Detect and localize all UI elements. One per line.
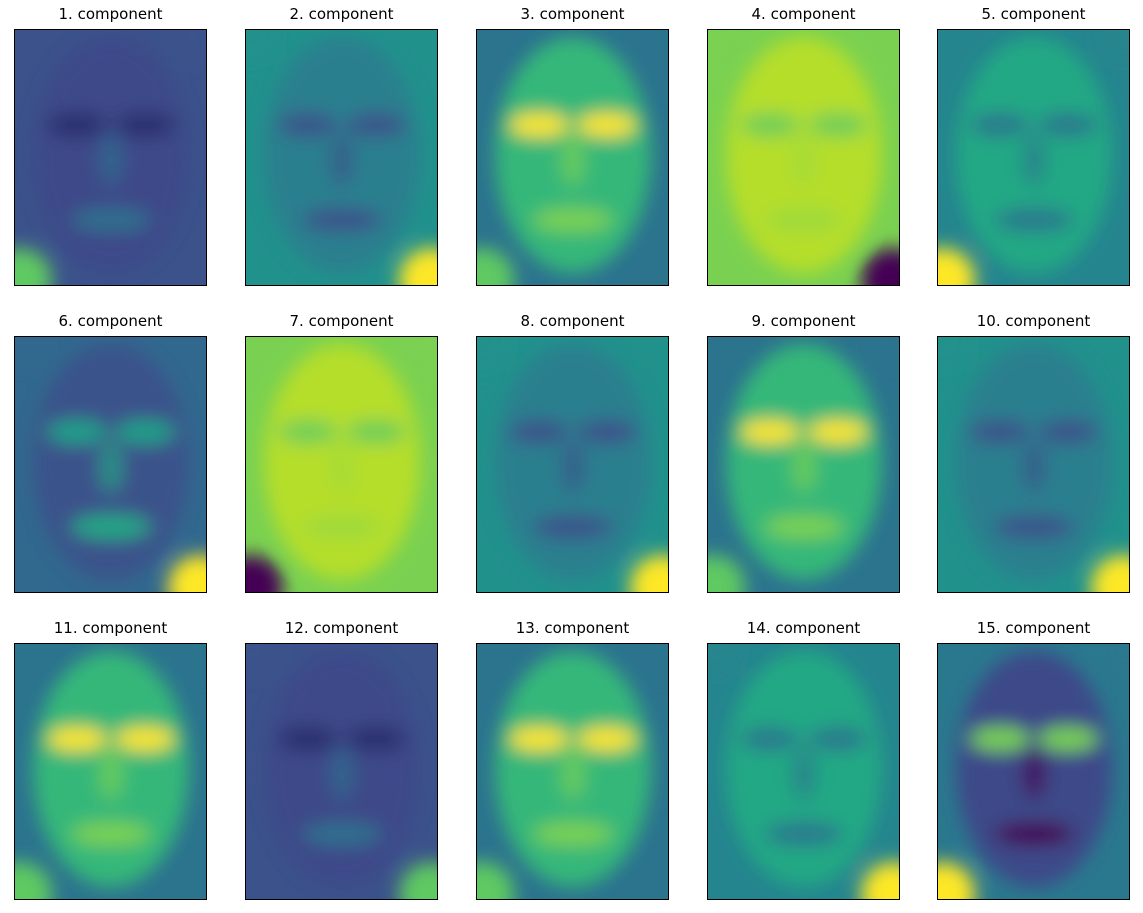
panel-title: 5. component: [981, 5, 1086, 23]
panel-title: 2. component: [289, 5, 394, 23]
component-panel: 4. component: [707, 5, 900, 286]
component-panel: 1. component: [14, 5, 207, 286]
component-image: [937, 336, 1130, 593]
component-panel: 5. component: [937, 5, 1130, 286]
panel-title: 11. component: [53, 619, 168, 637]
component-image: [14, 29, 207, 286]
component-image: [707, 29, 900, 286]
panel-title: 6. component: [58, 312, 163, 330]
component-image: [245, 336, 438, 593]
component-panel: 10. component: [937, 312, 1130, 593]
panel-title: 15. component: [976, 619, 1091, 637]
component-panel: 9. component: [707, 312, 900, 593]
component-panel: 2. component: [245, 5, 438, 286]
component-image: [14, 643, 207, 900]
panel-title: 4. component: [751, 5, 856, 23]
panel-title: 7. component: [289, 312, 394, 330]
component-panel: 3. component: [476, 5, 669, 286]
component-image: [476, 643, 669, 900]
component-panel: 7. component: [245, 312, 438, 593]
panel-title: 10. component: [976, 312, 1091, 330]
component-panel: 11. component: [14, 619, 207, 900]
component-image: [707, 336, 900, 593]
component-image: [245, 643, 438, 900]
component-panel: 13. component: [476, 619, 669, 900]
component-panel: 8. component: [476, 312, 669, 593]
component-image: [937, 29, 1130, 286]
panel-title: 3. component: [520, 5, 625, 23]
component-image: [476, 29, 669, 286]
panel-title: 13. component: [515, 619, 630, 637]
panel-title: 9. component: [751, 312, 856, 330]
panel-title: 1. component: [58, 5, 163, 23]
component-panel: 12. component: [245, 619, 438, 900]
panel-title: 8. component: [520, 312, 625, 330]
panel-title: 12. component: [284, 619, 399, 637]
component-panel: 15. component: [937, 619, 1130, 900]
component-panel: 6. component: [14, 312, 207, 593]
component-image: [245, 29, 438, 286]
component-panel: 14. component: [707, 619, 900, 900]
panel-title: 14. component: [746, 619, 861, 637]
component-image: [937, 643, 1130, 900]
component-image: [476, 336, 669, 593]
component-image: [14, 336, 207, 593]
component-image: [707, 643, 900, 900]
